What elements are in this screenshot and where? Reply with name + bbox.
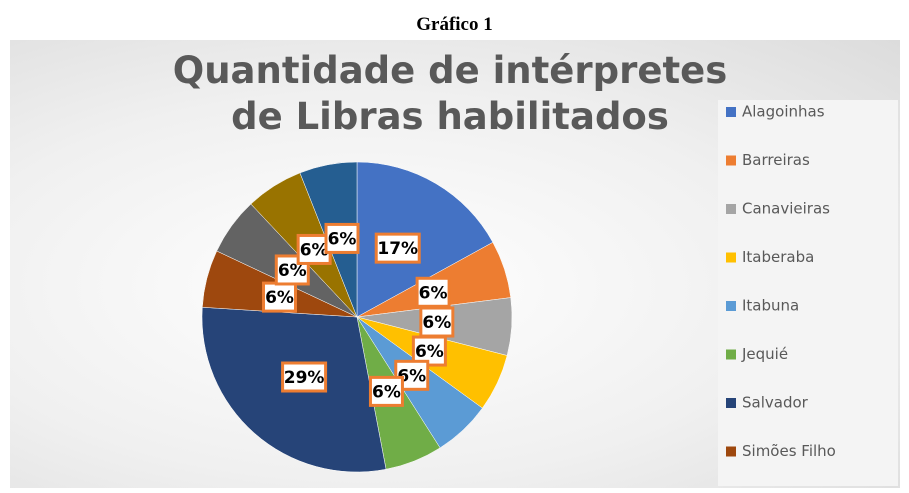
legend-swatch <box>726 398 736 408</box>
legend-swatch <box>726 155 736 166</box>
data-label: 6% <box>328 229 357 249</box>
data-label-box <box>324 222 360 254</box>
data-label-box <box>374 232 421 264</box>
data-label: 6% <box>415 342 444 362</box>
data-label: 6% <box>422 313 451 333</box>
data-label: 6% <box>278 261 307 281</box>
legend-box <box>718 100 898 486</box>
legend-swatch <box>726 107 736 117</box>
data-label: 17% <box>377 239 418 259</box>
data-label-box <box>281 361 328 393</box>
legend-swatch <box>726 204 736 214</box>
pie-slice <box>356 161 494 318</box>
legend-label: Itaberaba <box>742 248 814 266</box>
legend-label: Barreiras <box>742 151 810 169</box>
data-label: 6% <box>265 288 294 308</box>
legend-swatch <box>726 252 736 263</box>
data-label-box <box>415 276 451 308</box>
data-label-box <box>411 335 447 367</box>
caption: Gráfico 1 <box>416 14 493 35</box>
data-label: 6% <box>372 382 401 402</box>
data-label-box <box>274 254 310 286</box>
legend-label: Salvador <box>742 394 809 412</box>
data-label: 6% <box>419 283 448 303</box>
data-label: 29% <box>284 368 325 388</box>
data-label: 6% <box>300 240 329 260</box>
legend-swatch <box>726 349 736 360</box>
legend-swatch <box>726 301 736 311</box>
data-label-box <box>368 375 404 407</box>
legend-swatch <box>726 446 736 457</box>
data-label: 6% <box>397 366 426 386</box>
legend-label: Alagoinhas <box>742 103 825 121</box>
legend-label: Itabuna <box>742 297 799 315</box>
chart-title: Quantidade de intérpretes de Libras habi… <box>172 49 728 138</box>
legend-label: Canavieiras <box>742 200 830 218</box>
legend-label: Jequié <box>741 345 788 363</box>
legend-label: Simões Filho <box>742 442 836 460</box>
